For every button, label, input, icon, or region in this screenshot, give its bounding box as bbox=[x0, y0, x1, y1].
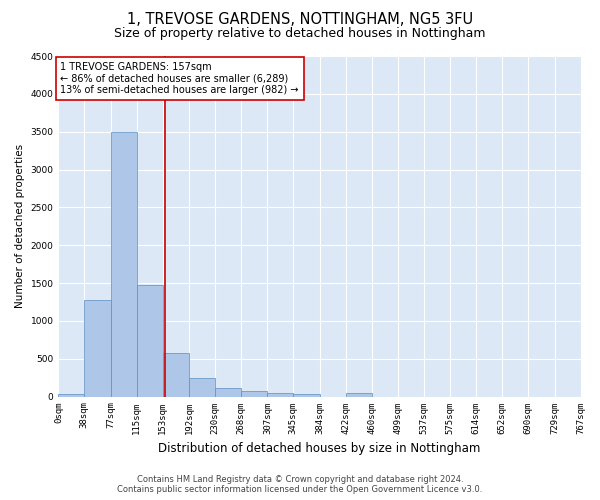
Text: 1, TREVOSE GARDENS, NOTTINGHAM, NG5 3FU: 1, TREVOSE GARDENS, NOTTINGHAM, NG5 3FU bbox=[127, 12, 473, 28]
Bar bbox=[111, 132, 137, 396]
Text: Contains HM Land Registry data © Crown copyright and database right 2024.
Contai: Contains HM Land Registry data © Crown c… bbox=[118, 474, 482, 494]
X-axis label: Distribution of detached houses by size in Nottingham: Distribution of detached houses by size … bbox=[158, 442, 481, 455]
Bar bbox=[84, 300, 111, 396]
Bar bbox=[346, 393, 371, 396]
Bar bbox=[163, 354, 189, 397]
Bar bbox=[215, 388, 241, 396]
Bar bbox=[293, 394, 320, 396]
Bar bbox=[241, 390, 268, 396]
Y-axis label: Number of detached properties: Number of detached properties bbox=[15, 144, 25, 308]
Bar bbox=[58, 394, 84, 396]
Text: Size of property relative to detached houses in Nottingham: Size of property relative to detached ho… bbox=[114, 28, 486, 40]
Text: 1 TREVOSE GARDENS: 157sqm
← 86% of detached houses are smaller (6,289)
13% of se: 1 TREVOSE GARDENS: 157sqm ← 86% of detac… bbox=[61, 62, 299, 96]
Bar bbox=[189, 378, 215, 396]
Bar bbox=[137, 284, 163, 397]
Bar bbox=[268, 393, 293, 396]
